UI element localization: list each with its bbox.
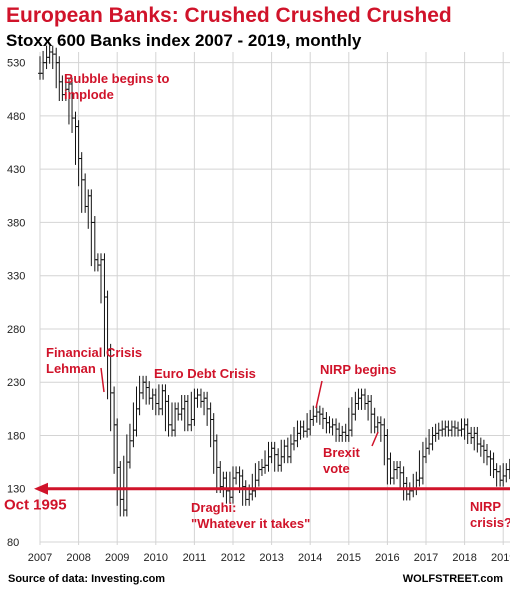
pointer-brexit [371, 431, 379, 447]
annotation-financial: Lehman [46, 361, 96, 376]
source-note: Source of data: Investing.com [8, 573, 165, 585]
gridlines [39, 52, 510, 545]
x-tick-label: 2013 [259, 552, 283, 564]
y-tick-label: 80 [7, 537, 19, 549]
x-tick-label: 2012 [221, 552, 245, 564]
x-tick-label: 2019 [491, 552, 510, 564]
x-tick-label: 2008 [66, 552, 90, 564]
pointer-financial [100, 367, 105, 393]
x-tick-label: 2011 [183, 552, 207, 564]
annotation-brexit: Brexit [323, 445, 361, 460]
annotation-nirpcrisis: crisis? [470, 515, 510, 530]
pointer-nirp [315, 380, 323, 409]
y-tick-label: 230 [7, 377, 25, 389]
reference-line: Oct 1995 [4, 482, 510, 514]
y-tick-labels: 530 480 430 380 330 280 230 180 130 80 [7, 58, 25, 549]
y-tick-label: 180 [7, 430, 25, 442]
annotation-bubble: Bubble begins to [64, 71, 170, 86]
y-tick-label: 330 [7, 271, 25, 283]
annotation-nirpcrisis: NIRP [470, 499, 501, 514]
y-tick-label: 380 [7, 217, 25, 229]
annotation-bubble: implode [64, 87, 114, 102]
x-tick-label: 2009 [105, 552, 129, 564]
x-tick-label: 2007 [28, 552, 52, 564]
y-tick-label: 530 [7, 58, 25, 70]
annotation-financial: Financial Crisis [46, 345, 142, 360]
x-tick-label: 2018 [452, 552, 476, 564]
annotation-eurodebt: Euro Debt Crisis [154, 366, 256, 381]
annotation-draghi: Draghi: [191, 500, 237, 515]
annotation-draghi: "Whatever it takes" [191, 516, 310, 531]
arrow-left-icon [34, 482, 48, 495]
y-tick-label: 280 [7, 324, 25, 336]
y-tick-label: 480 [7, 111, 25, 123]
reference-line-label: Oct 1995 [4, 497, 67, 514]
x-tick-labels: 2007 2008 2009 2010 2011 2012 2013 2014 2015 2016… [28, 552, 510, 564]
price-bars [38, 45, 510, 517]
brand-label: WOLFSTREET.com [403, 573, 503, 585]
y-tick-label: 430 [7, 164, 25, 176]
x-tick-label: 2015 [337, 552, 361, 564]
y-tick-label: 130 [7, 484, 25, 496]
x-tick-label: 2010 [144, 552, 168, 564]
x-tick-label: 2017 [414, 552, 438, 564]
annotation-brexit: vote [323, 461, 350, 476]
x-tick-label: 2014 [298, 552, 322, 564]
chart-title: European Banks: Crushed Crushed Crushed [6, 4, 452, 27]
x-tick-label: 2016 [375, 552, 399, 564]
chart-subtitle: Stoxx 600 Banks index 2007 - 2019, month… [6, 31, 362, 50]
annotation-nirp: NIRP begins [320, 362, 396, 377]
